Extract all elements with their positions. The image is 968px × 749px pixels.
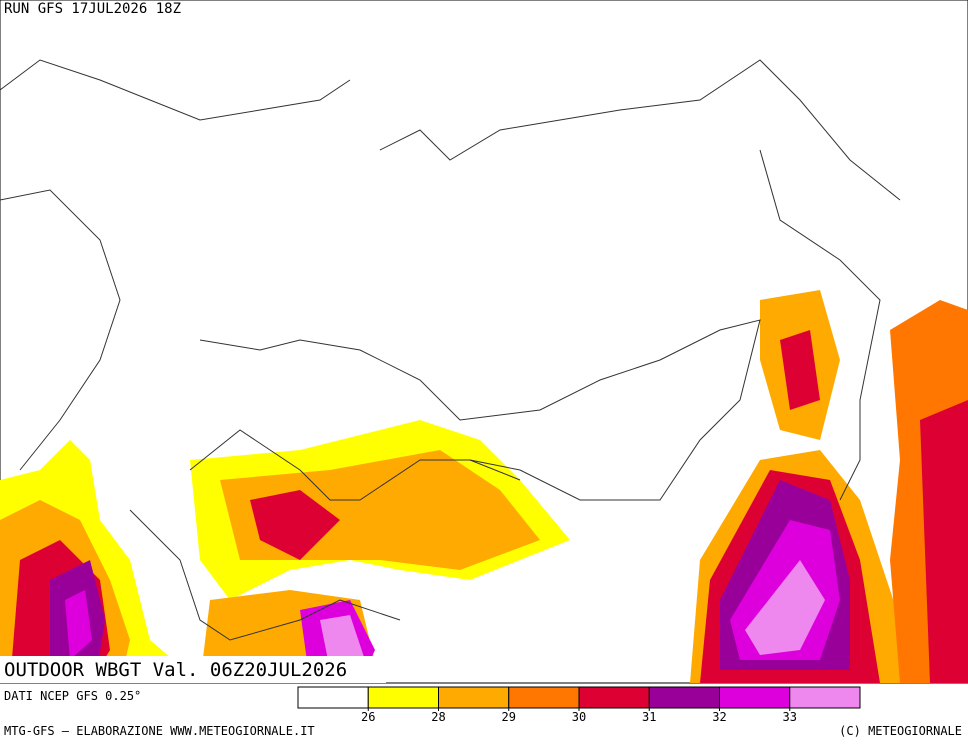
legend-label: 33 bbox=[783, 710, 797, 724]
legend-swatch bbox=[438, 686, 510, 709]
run-label: RUN GFS 17JUL2026 18Z bbox=[4, 1, 181, 17]
footer-right: (C) METEOGIORNALE bbox=[839, 724, 962, 738]
legend-label: 30 bbox=[572, 710, 586, 724]
legend: 26 28 29 30 31 32 33 bbox=[297, 686, 861, 724]
legend-label: 28 bbox=[431, 710, 445, 724]
footer-left: MTG-GFS — ELABORAZIONE WWW.METEOGIORNALE… bbox=[4, 724, 315, 738]
source-label: DATI NCEP GFS 0.25° bbox=[4, 689, 141, 703]
legend-label: 26 bbox=[361, 710, 375, 724]
legend-label: 29 bbox=[502, 710, 516, 724]
map bbox=[0, 0, 968, 684]
title-box bbox=[0, 656, 386, 683]
legend-swatch bbox=[789, 686, 861, 709]
legend-label: 31 bbox=[642, 710, 656, 724]
map-title: OUTDOOR WBGT Val. 06Z20JUL2026 bbox=[4, 659, 347, 681]
legend-swatch bbox=[508, 686, 580, 709]
legend-label: 32 bbox=[712, 710, 726, 724]
legend-swatch bbox=[297, 686, 369, 709]
legend-swatch bbox=[648, 686, 720, 709]
legend-swatch bbox=[367, 686, 439, 709]
legend-swatch bbox=[719, 686, 791, 709]
legend-swatch bbox=[578, 686, 650, 709]
